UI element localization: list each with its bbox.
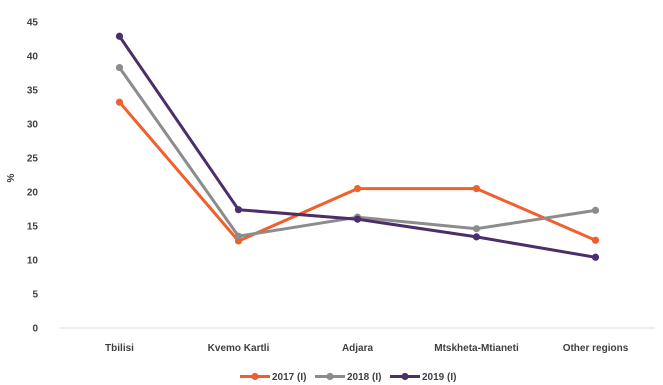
legend-label: 2018 (I) xyxy=(347,372,381,383)
legend-item: 2017 (I) xyxy=(240,372,306,383)
series-3 xyxy=(115,32,600,261)
data-point xyxy=(472,225,481,233)
series-line xyxy=(118,34,597,259)
legend-marker xyxy=(326,372,334,381)
data-point xyxy=(353,215,362,223)
y-tick-label: 30 xyxy=(27,120,39,131)
data-point xyxy=(591,206,600,214)
data-point xyxy=(591,236,600,244)
y-tick-label: 40 xyxy=(27,52,39,63)
y-tick-label: 5 xyxy=(32,290,38,301)
series-layer xyxy=(115,32,600,261)
legend-label: 2019 (I) xyxy=(422,372,456,383)
x-tick-label: Mtskheta-Mtianeti xyxy=(434,343,519,354)
x-tick-label: Adjara xyxy=(342,343,374,354)
y-tick-label: 15 xyxy=(27,222,39,233)
legend: 2017 (I) 2018 (I) 2019 (I) xyxy=(240,372,456,383)
y-tick-label: 0 xyxy=(32,324,38,335)
legend-item: 2018 (I) xyxy=(315,372,381,383)
y-axis: 0 5 10 15 20 25 30 35 40 45 xyxy=(27,18,39,335)
y-tick-label: 45 xyxy=(27,18,39,29)
data-point xyxy=(234,206,243,214)
legend-marker xyxy=(401,372,409,381)
data-point xyxy=(115,98,124,106)
x-tick-label: Other regions xyxy=(563,343,629,354)
data-point xyxy=(115,32,124,40)
data-point xyxy=(353,185,362,193)
x-tick-label: Kvemo Kartli xyxy=(208,343,270,354)
legend-marker xyxy=(251,372,259,381)
legend-label: 2017 (I) xyxy=(272,372,306,383)
y-tick-label: 35 xyxy=(27,86,39,97)
y-axis-title: % xyxy=(6,173,17,182)
x-axis: Tbilisi Kvemo Kartli Adjara Mtskheta-Mtiane… xyxy=(105,343,629,354)
x-tick-label: Tbilisi xyxy=(105,343,134,354)
data-point xyxy=(472,185,481,193)
data-point xyxy=(115,63,124,72)
y-tick-label: 10 xyxy=(27,256,39,267)
data-point xyxy=(472,233,481,241)
data-point xyxy=(234,232,243,240)
series-2 xyxy=(115,63,600,240)
data-point xyxy=(591,253,600,261)
y-tick-label: 20 xyxy=(27,188,39,199)
legend-item: 2019 (I) xyxy=(390,372,456,383)
y-tick-label: 25 xyxy=(27,154,39,165)
